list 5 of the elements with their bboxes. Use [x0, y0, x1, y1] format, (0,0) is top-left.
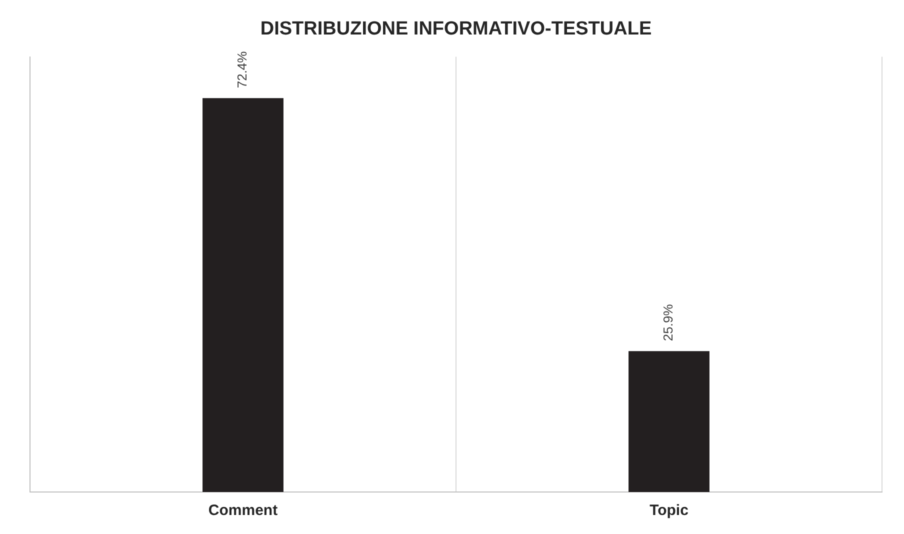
data-label: 72.4% [234, 50, 250, 88]
data-label: 25.9% [660, 304, 676, 342]
chart-title: DISTRIBUZIONE INFORMATIVO-TESTUALE [260, 18, 652, 40]
x-tick-label: Topic [650, 502, 688, 520]
x-tick-label: Comment [208, 502, 278, 520]
